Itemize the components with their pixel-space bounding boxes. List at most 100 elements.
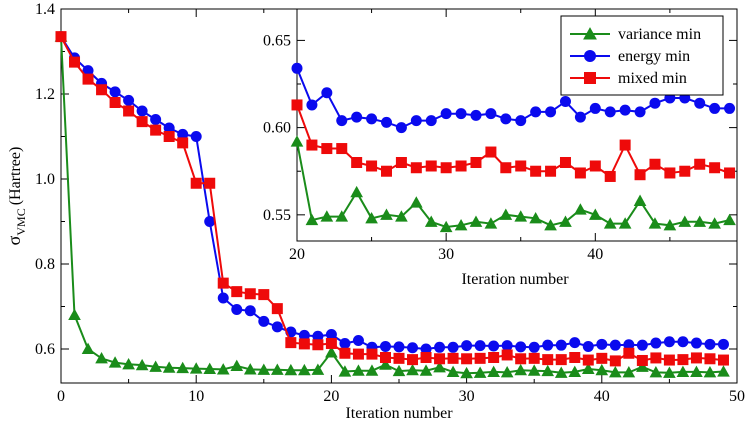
y-tick-label: 1.4 <box>35 1 55 18</box>
data-point <box>135 358 149 371</box>
data-point <box>55 31 67 43</box>
data-point <box>559 215 572 227</box>
data-point <box>569 352 581 363</box>
data-point <box>724 167 736 179</box>
data-point <box>425 115 437 127</box>
y-tick-label: 1.0 <box>35 171 55 188</box>
data-point <box>649 158 661 170</box>
data-point <box>420 343 432 355</box>
data-point <box>257 363 271 375</box>
data-point <box>365 211 378 224</box>
main-x-axis-label: Iteration number <box>345 405 453 422</box>
legend-swatch-marker <box>584 50 596 62</box>
data-point <box>559 95 571 107</box>
x-tick-label: 20 <box>323 388 339 405</box>
legend-swatch-marker <box>583 27 597 40</box>
data-point <box>258 289 270 301</box>
data-point <box>454 218 468 231</box>
data-point <box>529 211 542 224</box>
data-point <box>636 339 648 351</box>
y-tick-label: 1.2 <box>35 86 55 103</box>
y-tick-label: 0.65 <box>263 32 291 49</box>
data-point <box>150 124 162 136</box>
data-point <box>555 339 567 351</box>
data-point <box>395 122 407 134</box>
data-point <box>150 114 162 125</box>
data-point <box>352 364 365 376</box>
data-point <box>485 146 497 158</box>
data-point <box>258 315 270 327</box>
x-tick-label: 10 <box>188 388 204 405</box>
data-point <box>271 303 283 315</box>
data-point <box>290 135 304 147</box>
data-point <box>163 131 175 142</box>
data-point <box>81 342 95 355</box>
y-tick-label: 0.6 <box>35 341 55 358</box>
data-point <box>554 366 568 378</box>
data-point <box>433 360 446 373</box>
data-point <box>216 363 230 375</box>
data-point <box>123 105 135 117</box>
data-point <box>596 352 608 364</box>
data-point <box>425 160 437 172</box>
data-point <box>410 115 422 127</box>
data-point <box>574 167 586 179</box>
data-point <box>690 365 703 378</box>
data-point <box>588 208 602 220</box>
data-point <box>663 366 676 378</box>
data-point <box>636 360 649 372</box>
data-point <box>648 217 662 229</box>
data-point <box>217 292 229 304</box>
data-point <box>515 160 527 172</box>
data-point <box>352 335 364 346</box>
data-point <box>634 169 646 181</box>
data-point <box>474 352 486 364</box>
inset-x-axis-label: Iteration number <box>461 271 569 288</box>
data-point <box>95 352 108 364</box>
data-point <box>704 338 716 350</box>
data-point <box>109 97 121 108</box>
data-point <box>470 157 482 169</box>
data-point <box>664 167 676 179</box>
data-point <box>204 177 216 189</box>
data-point <box>650 337 662 349</box>
data-point <box>501 340 513 352</box>
data-point <box>122 357 135 370</box>
data-point <box>676 365 690 378</box>
x-tick-label: 0 <box>57 388 65 405</box>
data-point <box>336 143 348 155</box>
data-point <box>339 347 351 359</box>
data-point <box>488 340 500 352</box>
data-point <box>545 165 557 177</box>
data-point <box>623 339 635 351</box>
data-point <box>177 137 189 149</box>
data-point <box>366 160 378 172</box>
data-point <box>633 194 647 206</box>
data-point <box>291 62 303 74</box>
data-point <box>440 108 452 120</box>
data-point <box>380 165 392 177</box>
data-point <box>589 160 601 172</box>
data-point <box>663 336 675 348</box>
data-point <box>350 185 363 198</box>
data-point <box>649 97 661 109</box>
data-point <box>663 354 675 366</box>
data-point <box>596 338 608 350</box>
data-point <box>393 341 405 353</box>
data-point <box>440 162 452 174</box>
data-point <box>189 362 203 374</box>
data-point <box>270 363 284 375</box>
data-point <box>434 353 446 365</box>
data-point <box>69 56 81 68</box>
data-point <box>469 215 483 227</box>
data-point <box>514 210 528 222</box>
data-point <box>306 139 318 151</box>
data-point <box>581 362 595 375</box>
data-point <box>724 102 736 114</box>
data-point <box>336 115 348 127</box>
data-point <box>446 365 460 378</box>
data-point <box>723 213 736 226</box>
data-point <box>335 210 349 222</box>
data-point <box>515 115 527 127</box>
